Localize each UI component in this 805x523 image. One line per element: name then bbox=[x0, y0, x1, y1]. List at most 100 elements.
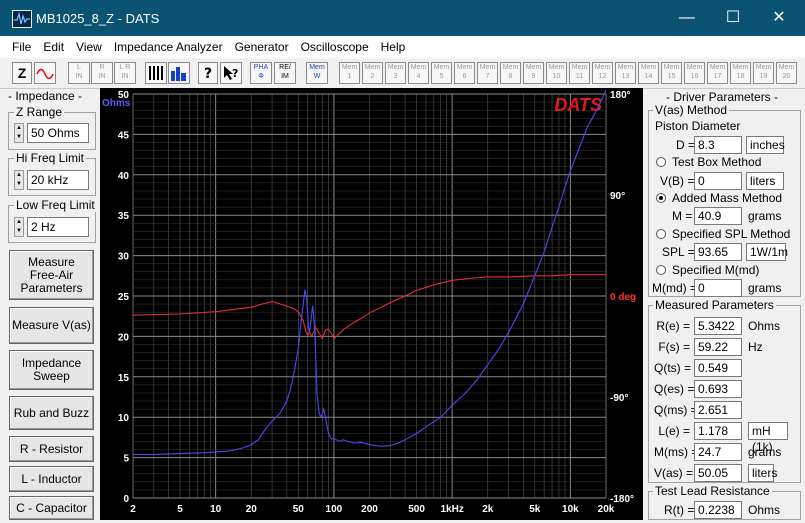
d-field[interactable]: 8.3 bbox=[694, 136, 742, 154]
sine-wave-icon[interactable] bbox=[34, 62, 56, 84]
memory-slot-button[interactable]: Mem 15 bbox=[661, 62, 682, 84]
impedance-sweep-button[interactable]: Impedance Sweep bbox=[9, 350, 94, 390]
spl-field[interactable]: 93.65 bbox=[694, 243, 742, 261]
menu-bar: File Edit View Impedance Analyzer Generator O… bbox=[0, 36, 805, 59]
help-icon[interactable]: ? bbox=[198, 62, 218, 84]
m-field[interactable]: 40.9 bbox=[694, 207, 742, 225]
lin-button-1[interactable]: L IN bbox=[68, 62, 90, 84]
measured-label: Q(es) = bbox=[654, 382, 695, 396]
vb-field[interactable]: 0 bbox=[694, 172, 742, 190]
memory-slot-button[interactable]: Mem 13 bbox=[615, 62, 636, 84]
y-tick-label: 40 bbox=[118, 171, 130, 182]
memory-slot-prefix: Mem bbox=[732, 64, 749, 71]
spl-method-radio[interactable] bbox=[656, 229, 666, 239]
x-tick-label: 500 bbox=[408, 504, 425, 515]
lin-button-3[interactable]: L R IN bbox=[114, 62, 136, 84]
menu-help[interactable]: Help bbox=[380, 40, 406, 54]
menu-oscilloscope[interactable]: Oscilloscope bbox=[300, 40, 369, 54]
d-label: D = bbox=[676, 138, 696, 152]
context-help-icon[interactable]: ? bbox=[220, 62, 242, 84]
y-tick-label: 35 bbox=[118, 211, 130, 222]
memory-slot-button[interactable]: Mem 2 bbox=[362, 62, 383, 84]
spl-unit: 1W/1m bbox=[746, 243, 788, 261]
maximize-button[interactable]: ☐ bbox=[725, 9, 741, 26]
measured-label: F(s) = bbox=[658, 340, 690, 354]
rub-and-buzz-button[interactable]: Rub and Buzz bbox=[9, 396, 94, 430]
menu-file[interactable]: File bbox=[12, 40, 32, 54]
memory-slot-button[interactable]: Mem 6 bbox=[454, 62, 475, 84]
phase-button[interactable]: PHA Φ bbox=[250, 62, 272, 84]
capacitor-button[interactable]: C - Capacitor bbox=[9, 496, 94, 520]
memory-slot-button[interactable]: Mem 9 bbox=[523, 62, 544, 84]
memory-slot-button[interactable]: Mem 17 bbox=[707, 62, 728, 84]
memory-slot-button[interactable]: Mem 7 bbox=[477, 62, 498, 84]
close-button[interactable]: ✕ bbox=[772, 9, 786, 26]
memory-slot-number: 15 bbox=[667, 73, 676, 80]
mmd-field[interactable]: 0 bbox=[694, 279, 742, 297]
title-bar: MB1025_8_Z - DATS — ☐ ✕ bbox=[0, 0, 805, 36]
app-icon bbox=[12, 10, 32, 28]
x-tick-label: 10 bbox=[210, 504, 222, 515]
re-im-button[interactable]: RE/ IM bbox=[274, 62, 296, 84]
phase-curve bbox=[132, 274, 606, 340]
z-range-field[interactable]: 50 Ohms bbox=[27, 123, 89, 143]
memory-slot-button[interactable]: Mem 4 bbox=[408, 62, 429, 84]
added-mass-radio[interactable] bbox=[656, 193, 666, 203]
phase-tick-label: 180° bbox=[610, 90, 631, 101]
memory-slot-button[interactable]: Mem 11 bbox=[569, 62, 590, 84]
histogram-icon[interactable] bbox=[168, 62, 190, 84]
hi-freq-field[interactable]: 20 kHz bbox=[27, 170, 89, 190]
inductor-button[interactable]: L - Inductor bbox=[9, 466, 94, 492]
hi-freq-spinner[interactable]: ▲ ▼ bbox=[14, 170, 24, 190]
d-unit: inches bbox=[746, 136, 785, 154]
driver-params-title: - Driver Parameters - bbox=[666, 90, 779, 104]
measure-vas-button[interactable]: Measure V(as) bbox=[9, 307, 94, 344]
memory-write-button[interactable]: Mem W bbox=[306, 62, 328, 84]
x-tick-label: 20k bbox=[598, 504, 615, 515]
memory-slot-button[interactable]: Mem 5 bbox=[431, 62, 452, 84]
memory-slot-prefix: Mem bbox=[755, 64, 772, 71]
rt-label: R(t) = bbox=[664, 503, 695, 517]
memory-slot-prefix: Mem bbox=[617, 64, 634, 71]
test-box-label: Test Box Method bbox=[672, 155, 762, 169]
memory-slot-button[interactable]: Mem 8 bbox=[500, 62, 521, 84]
lin-button-2[interactable]: R IN bbox=[91, 62, 113, 84]
bars-icon[interactable] bbox=[145, 62, 167, 84]
menu-edit[interactable]: Edit bbox=[43, 40, 65, 54]
menu-view[interactable]: View bbox=[76, 40, 102, 54]
memory-slot-button[interactable]: Mem 18 bbox=[730, 62, 751, 84]
resistor-button[interactable]: R - Resistor bbox=[9, 436, 94, 462]
memory-slot-button[interactable]: Mem 20 bbox=[776, 62, 797, 84]
memory-slot-button[interactable]: Mem 16 bbox=[684, 62, 705, 84]
phase-tick-label: -180° bbox=[610, 494, 634, 505]
phase-tick-label: 90° bbox=[610, 191, 625, 202]
memory-slot-button[interactable]: Mem 14 bbox=[638, 62, 659, 84]
mmd-method-radio[interactable] bbox=[656, 265, 666, 275]
memory-slot-number: 14 bbox=[644, 73, 653, 80]
memory-slot-button[interactable]: Mem 12 bbox=[592, 62, 613, 84]
window-title: MB1025_8_Z - DATS bbox=[36, 11, 160, 26]
memory-slot-prefix: Mem bbox=[571, 64, 588, 71]
test-box-radio[interactable] bbox=[656, 157, 666, 167]
memory-slot-button[interactable]: Mem 3 bbox=[385, 62, 406, 84]
z-range-spinner[interactable]: ▲ ▼ bbox=[14, 123, 24, 143]
measure-free-air-button[interactable]: Measure Free-Air Parameters bbox=[9, 250, 94, 300]
menu-generator[interactable]: Generator bbox=[234, 40, 289, 54]
memory-slot-button[interactable]: Mem 1 bbox=[339, 62, 360, 84]
memory-slot-button[interactable]: Mem 19 bbox=[753, 62, 774, 84]
minimize-button[interactable]: — bbox=[679, 9, 695, 26]
low-freq-field[interactable]: 2 Hz bbox=[27, 217, 89, 237]
spl-label: SPL = bbox=[662, 245, 695, 259]
memory-slot-button[interactable]: Mem 10 bbox=[546, 62, 567, 84]
low-freq-spinner[interactable]: ▲ ▼ bbox=[14, 217, 24, 237]
measured-value: 1.178 bbox=[694, 422, 742, 440]
x-tick-label: 2 bbox=[130, 504, 136, 515]
memory-slot-prefix: Mem bbox=[778, 64, 795, 71]
dats-logo: DATS bbox=[554, 95, 602, 115]
impedance-mode-button[interactable]: Z bbox=[12, 62, 32, 84]
menu-impedance-analyzer[interactable]: Impedance Analyzer bbox=[113, 40, 223, 54]
x-tick-label: 5k bbox=[529, 504, 541, 515]
x-tick-label: 200 bbox=[361, 504, 378, 515]
m-label: M = bbox=[672, 209, 693, 223]
